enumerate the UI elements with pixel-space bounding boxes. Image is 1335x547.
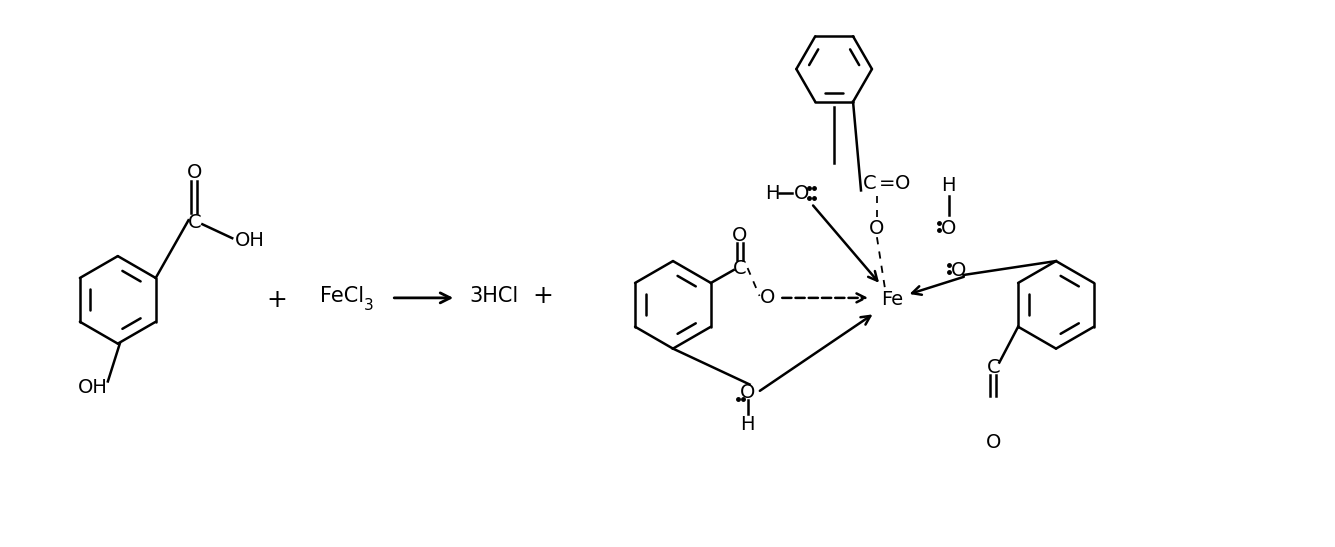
Text: H: H (741, 415, 754, 434)
Text: O: O (793, 184, 809, 203)
Text: O: O (869, 219, 885, 238)
Text: =: = (878, 174, 896, 193)
Text: C: C (987, 358, 1000, 377)
Text: Fe: Fe (881, 290, 902, 310)
Text: O: O (760, 288, 776, 307)
Text: O: O (941, 219, 956, 238)
Text: C: C (733, 259, 746, 277)
Text: O: O (985, 433, 1001, 452)
Text: C: C (188, 213, 202, 232)
Text: O: O (732, 226, 748, 245)
Text: O: O (894, 174, 910, 193)
Text: O: O (740, 383, 756, 402)
Text: 3: 3 (363, 298, 374, 313)
Text: OH: OH (235, 231, 266, 249)
Text: C: C (864, 174, 877, 193)
Text: +: + (533, 284, 554, 308)
Text: H: H (941, 176, 956, 195)
Text: FeCl: FeCl (320, 286, 364, 306)
Text: OH: OH (77, 378, 108, 397)
Text: O: O (951, 260, 967, 280)
Text: H: H (765, 184, 780, 203)
Text: +: + (267, 288, 287, 312)
Text: O: O (187, 163, 202, 182)
Text: 3HCl: 3HCl (469, 286, 518, 306)
